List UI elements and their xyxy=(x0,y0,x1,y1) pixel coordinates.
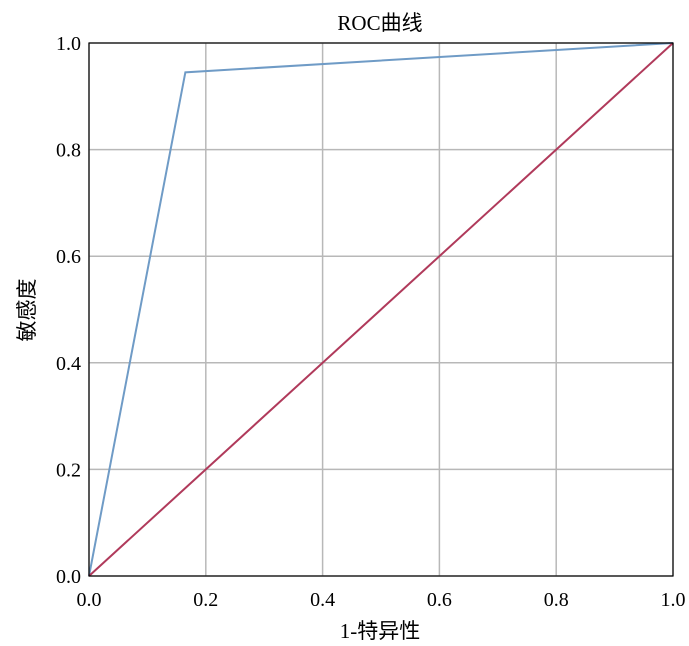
y-tick-label: 0.4 xyxy=(56,353,81,375)
series-group xyxy=(88,42,674,577)
y-tick-label: 1.0 xyxy=(56,33,81,55)
y-tick-label: 0.6 xyxy=(56,246,81,268)
x-tick-label: 0.2 xyxy=(193,589,218,611)
y-tick-label: 0.8 xyxy=(56,140,81,162)
y-tick-labels: 0.0 0.2 0.4 0.6 0.8 1.0 xyxy=(56,33,81,588)
series-line-2 xyxy=(88,42,674,577)
series-line-1 xyxy=(88,42,674,577)
y-axis-title: 敏感度 xyxy=(15,279,39,342)
chart-title: ROC曲线 xyxy=(337,11,422,35)
x-tick-label: 0.0 xyxy=(77,589,102,611)
x-tick-label: 0.4 xyxy=(310,589,335,611)
y-tick-label: 0.2 xyxy=(56,459,81,481)
x-axis-title: 1-特异性 xyxy=(340,619,421,643)
plot-frame xyxy=(88,42,674,577)
x-tick-labels: 0.0 0.2 0.4 0.6 0.8 1.0 xyxy=(77,589,686,611)
x-tick-label: 1.0 xyxy=(661,589,686,611)
y-tick-label: 0.0 xyxy=(56,566,81,588)
x-tick-label: 0.6 xyxy=(427,589,452,611)
x-tick-label: 0.8 xyxy=(544,589,569,611)
